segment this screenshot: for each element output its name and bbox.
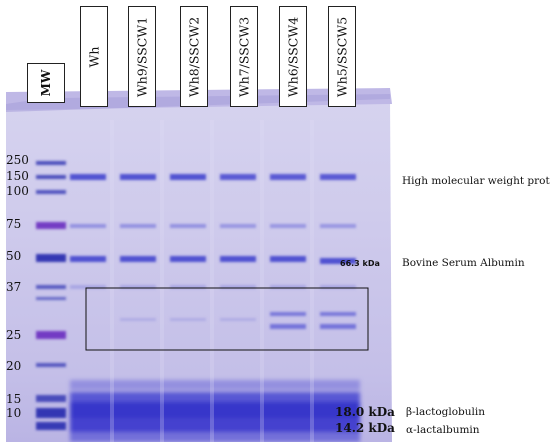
- marker-25: 25: [6, 328, 22, 342]
- marker-150: 150: [6, 169, 29, 183]
- lane-label: Wh9/SSCW1: [134, 16, 150, 97]
- lane-label: Wh8/SSCW2: [186, 16, 202, 97]
- lane-label: Wh: [86, 46, 102, 67]
- highlight-box: [85, 287, 369, 351]
- lane-label-box-1: Wh: [80, 6, 108, 107]
- gel-body: [6, 96, 392, 442]
- kda-alpha-la: 14.2 kDa: [335, 421, 395, 435]
- kda-beta-lg: 18.0 kDa: [335, 405, 395, 419]
- lane-label-box-5: Wh6/SSCW4: [279, 6, 307, 107]
- lane-label-box-6: Wh5/SSCW5: [328, 6, 356, 107]
- marker-37: 37: [6, 280, 22, 294]
- mw-label: MW: [39, 69, 53, 97]
- marker-50: 50: [6, 249, 22, 263]
- marker-100: 100: [6, 184, 29, 198]
- lane-label: Wh7/SSCW3: [236, 16, 252, 97]
- low-mw-bands: [70, 380, 360, 442]
- marker-20: 20: [6, 359, 22, 373]
- annotation-alpha-la: α-lactalbumin: [406, 424, 480, 436]
- mw-label-box: MW: [27, 63, 65, 103]
- annotation-high-mw: High molecular weight proteins: [402, 175, 550, 187]
- sample-lane-bands: [70, 174, 356, 329]
- lane-label-box-3: Wh8/SSCW2: [180, 6, 208, 107]
- mw-marker-lane: [36, 161, 66, 430]
- lane-label-box-4: Wh7/SSCW3: [230, 6, 258, 107]
- lane-label: Wh6/SSCW4: [285, 16, 301, 97]
- marker-10: 10: [6, 406, 22, 420]
- annotation-bsa: Bovine Serum Albumin: [402, 257, 525, 269]
- kda-bsa: 66.3 kDa: [340, 259, 380, 268]
- marker-15: 15: [6, 392, 22, 406]
- marker-75: 75: [6, 217, 22, 231]
- lane-label-box-2: Wh9/SSCW1: [128, 6, 156, 107]
- lane-label: Wh5/SSCW5: [334, 16, 350, 97]
- annotation-beta-lg: β-lactoglobulin: [406, 406, 486, 418]
- marker-250: 250: [6, 153, 29, 167]
